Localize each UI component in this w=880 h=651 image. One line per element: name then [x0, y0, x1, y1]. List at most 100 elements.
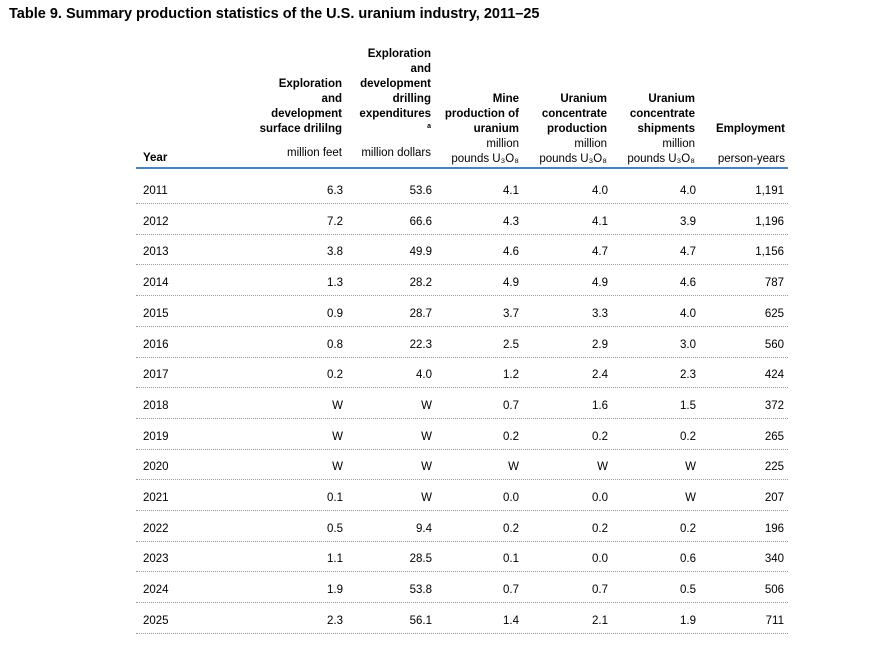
cell-conc-prod: 0.2	[592, 522, 608, 535]
cell-drilling: 3.8	[327, 246, 343, 259]
cell-mine: 4.6	[503, 246, 519, 259]
cell-expenditures: W	[421, 492, 432, 504]
cell-drilling: 0.9	[327, 307, 343, 320]
cell-year: 2016	[143, 338, 169, 351]
table-row: 2016 0.8 22.3 2.5 2.9 3.0 560	[136, 337, 788, 358]
cell-mine: 0.7	[503, 399, 519, 412]
cell-year: 2020	[143, 461, 169, 474]
header-mine-production: Mine production of uranium million pound…	[419, 92, 519, 167]
unit-label: pounds U₃O₈	[539, 153, 607, 165]
cell-drilling: W	[332, 430, 343, 443]
cell-employment: 196	[764, 522, 784, 535]
header-concentrate-shipments: Uranium concentrate shipments million po…	[595, 92, 695, 167]
cell-mine: W	[508, 461, 519, 474]
cell-employment: 560	[764, 338, 784, 351]
cell-mine: 0.0	[503, 492, 519, 504]
cell-employment: 265	[764, 430, 784, 443]
unit-label: million dollars	[361, 147, 431, 159]
cell-year: 2017	[143, 369, 169, 382]
cell-mine: 0.7	[503, 584, 519, 597]
cell-employment: 225	[764, 461, 784, 474]
cell-expenditures: 4.0	[416, 369, 432, 382]
cell-expenditures: 49.9	[409, 246, 432, 259]
cell-expenditures: W	[421, 461, 432, 474]
table-row: 2014 1.3 28.2 4.9 4.9 4.6 787	[136, 275, 788, 297]
cell-drilling: 1.9	[327, 584, 343, 597]
header-drilling-expenditures: Exploration and development drilling exp…	[331, 47, 431, 161]
cell-conc-ship: 0.2	[680, 430, 696, 443]
cell-expenditures: 53.8	[409, 584, 432, 597]
cell-expenditures: 9.4	[416, 522, 432, 535]
cell-mine: 1.4	[503, 614, 519, 627]
table-row: 2024 1.9 53.8 0.7 0.7 0.5 506	[136, 582, 788, 604]
cell-employment: 207	[764, 492, 784, 504]
cell-mine: 0.1	[503, 553, 519, 566]
cell-year: 2014	[143, 277, 169, 290]
cell-drilling: 2.3	[327, 614, 343, 627]
cell-conc-prod: 4.1	[592, 215, 608, 228]
cell-employment: 372	[764, 399, 784, 412]
cell-mine: 0.2	[503, 430, 519, 443]
cell-drilling: 7.2	[327, 215, 343, 228]
cell-conc-prod: 4.7	[592, 246, 608, 259]
unit-label: pounds U₃O₈	[451, 153, 519, 165]
cell-year: 2023	[143, 553, 169, 566]
cell-drilling: 1.3	[327, 277, 343, 290]
cell-conc-ship: 4.6	[680, 277, 696, 290]
cell-conc-ship: 3.0	[680, 338, 696, 351]
cell-conc-ship: 0.6	[680, 553, 696, 566]
cell-year: 2013	[143, 246, 169, 259]
cell-conc-ship: 4.0	[680, 307, 696, 320]
cell-conc-ship: 4.7	[680, 246, 696, 259]
cell-conc-prod: W	[597, 461, 608, 474]
cell-drilling: 1.1	[327, 553, 343, 566]
cell-mine: 4.9	[503, 277, 519, 290]
unit-label: million	[486, 138, 519, 150]
cell-drilling: 6.3	[327, 185, 343, 197]
cell-conc-prod: 2.9	[592, 338, 608, 351]
cell-conc-ship: 0.2	[680, 522, 696, 535]
cell-conc-prod: 0.2	[592, 430, 608, 443]
cell-drilling: W	[332, 399, 343, 412]
cell-drilling: W	[332, 461, 343, 474]
table-row: 2019 W W 0.2 0.2 0.2 265	[136, 429, 788, 450]
cell-expenditures: 28.5	[409, 553, 432, 566]
cell-conc-prod: 2.1	[592, 614, 608, 627]
cell-expenditures: 28.7	[409, 307, 432, 320]
header-concentrate-production: Uranium concentrate production million p…	[507, 92, 607, 167]
cell-drilling: 0.2	[327, 369, 343, 382]
cell-year: 2015	[143, 307, 169, 320]
cell-year: 2012	[143, 215, 169, 228]
cell-conc-ship: W	[685, 461, 696, 474]
table-row: 2015 0.9 28.7 3.7 3.3 4.0 625	[136, 306, 788, 327]
cell-expenditures: 53.6	[409, 185, 432, 197]
table-row: 2025 2.3 56.1 1.4 2.1 1.9 711	[136, 613, 788, 634]
table-title: Table 9. Summary production statistics o…	[9, 6, 540, 22]
cell-conc-ship: 4.0	[680, 185, 696, 197]
cell-employment: 787	[764, 277, 784, 290]
cell-year: 2019	[143, 430, 169, 443]
cell-employment: 625	[764, 307, 784, 320]
cell-conc-prod: 0.0	[592, 492, 608, 504]
cell-year: 2022	[143, 522, 169, 535]
cell-year: 2011	[143, 185, 168, 197]
cell-mine: 2.5	[503, 338, 519, 351]
cell-conc-prod: 4.9	[592, 277, 608, 290]
cell-conc-ship: 0.5	[680, 584, 696, 597]
cell-mine: 3.7	[503, 307, 519, 320]
cell-expenditures: 66.6	[409, 215, 432, 228]
cell-conc-prod: 0.7	[592, 584, 608, 597]
table-row: 2021 0.1 W 0.0 0.0 W 207	[136, 490, 788, 511]
cell-conc-ship: W	[685, 492, 696, 504]
table-row: 2023 1.1 28.5 0.1 0.0 0.6 340	[136, 551, 788, 573]
cell-expenditures: 22.3	[409, 338, 432, 351]
cell-employment: 1,196	[755, 215, 784, 228]
header-year: Year	[143, 152, 168, 164]
cell-employment: 340	[764, 553, 784, 566]
cell-employment: 506	[764, 584, 784, 597]
header-surface-drilling: Exploration and development surface dril…	[232, 77, 342, 161]
unit-label: pounds U₃O₈	[627, 153, 695, 165]
cell-mine: 4.1	[503, 185, 519, 197]
cell-conc-prod: 0.0	[592, 553, 608, 566]
